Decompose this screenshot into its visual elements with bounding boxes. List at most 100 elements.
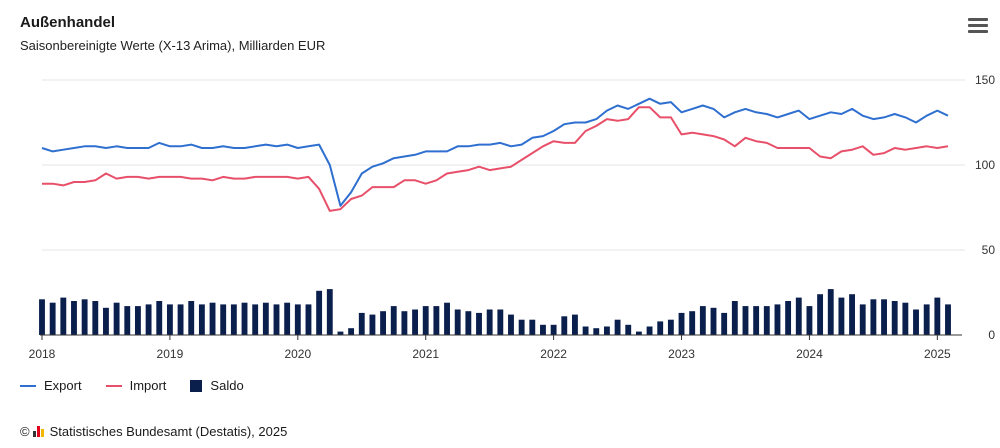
saldo-bar xyxy=(572,314,578,335)
saldo-bar xyxy=(742,306,749,335)
saldo-bar xyxy=(241,302,248,335)
saldo-bar xyxy=(60,297,67,335)
saldo-bar xyxy=(326,289,333,335)
saldo-bar xyxy=(582,326,589,335)
saldo-bar xyxy=(49,302,56,335)
export-series-line xyxy=(41,97,949,207)
saldo-bar xyxy=(177,304,184,335)
x-tick-label: 2025 xyxy=(924,347,951,361)
saldo-bar xyxy=(252,304,259,335)
saldo-bar xyxy=(731,301,738,335)
legend-item-export[interactable]: Export xyxy=(20,378,82,393)
saldo-bar xyxy=(721,312,728,335)
x-tick-label: 2022 xyxy=(540,347,567,361)
chart-title: Außenhandel xyxy=(20,14,116,31)
legend-swatch-export xyxy=(20,384,36,387)
saldo-bar xyxy=(763,306,770,335)
y-tick-label: 150 xyxy=(975,73,995,87)
legend-label-import: Import xyxy=(129,378,167,393)
saldo-bar xyxy=(540,324,546,335)
x-tick-label: 2019 xyxy=(157,347,184,361)
saldo-bar xyxy=(827,289,834,335)
saldo-bar xyxy=(220,304,227,335)
saldo-bar xyxy=(678,312,685,335)
hamburger-menu-icon[interactable] xyxy=(968,18,988,34)
saldo-bar xyxy=(337,331,344,335)
saldo-bar xyxy=(145,304,152,335)
saldo-bar xyxy=(230,304,237,335)
chart-legend: Export Import Saldo xyxy=(20,378,268,393)
saldo-bar xyxy=(891,301,898,335)
legend-item-saldo[interactable]: Saldo xyxy=(190,378,244,393)
y-tick-label: 100 xyxy=(975,158,995,172)
saldo-bar xyxy=(294,304,301,335)
saldo-bar xyxy=(870,299,877,335)
saldo-bar xyxy=(316,290,323,335)
saldo-bar xyxy=(134,306,141,335)
saldo-bar xyxy=(859,304,866,335)
saldo-bar xyxy=(849,294,856,335)
saldo-bar xyxy=(806,306,813,335)
saldo-bar xyxy=(401,311,408,335)
y-tick-label: 0 xyxy=(988,328,995,342)
saldo-bar xyxy=(358,312,365,335)
y-tick-label: 50 xyxy=(982,243,996,257)
saldo-bar xyxy=(785,301,792,335)
saldo-bar xyxy=(444,302,450,335)
saldo-bar xyxy=(710,307,717,335)
saldo-bar xyxy=(39,299,45,335)
saldo-bar xyxy=(188,301,195,335)
saldo-bar xyxy=(284,302,291,335)
saldo-bar xyxy=(92,301,99,335)
saldo-bar xyxy=(166,304,173,335)
destatis-logo-icon xyxy=(32,426,45,437)
legend-label-export: Export xyxy=(44,378,82,393)
saldo-bar xyxy=(486,309,493,335)
saldo-bar xyxy=(614,319,621,335)
saldo-bar xyxy=(667,319,674,335)
saldo-bar xyxy=(81,299,88,335)
saldo-bar xyxy=(657,321,664,335)
saldo-bar xyxy=(71,301,77,335)
saldo-bar xyxy=(817,294,824,335)
chart-area: 2018 2019 2020 2021 2022 2023 2024 2025 0 50 100 1… xyxy=(29,73,996,361)
saldo-bar xyxy=(646,326,653,335)
menu-bar xyxy=(968,18,988,21)
legend-item-import[interactable]: Import xyxy=(105,378,167,393)
saldo-bar xyxy=(561,316,568,335)
saldo-bar xyxy=(635,331,642,335)
saldo-bar xyxy=(923,304,930,335)
saldo-bar xyxy=(774,304,781,335)
saldo-bar xyxy=(433,306,440,335)
copyright-symbol: © xyxy=(20,424,30,439)
saldo-bar xyxy=(465,311,472,335)
x-tick-label: 2023 xyxy=(668,347,695,361)
saldo-bar xyxy=(454,309,461,335)
saldo-bar xyxy=(380,311,387,335)
saldo-bar xyxy=(476,312,482,335)
saldo-bar xyxy=(529,319,536,335)
saldo-bar xyxy=(593,328,600,335)
x-tick-label: 2021 xyxy=(412,347,439,361)
menu-bar xyxy=(968,30,988,33)
saldo-bar xyxy=(753,306,760,335)
saldo-bar xyxy=(881,299,887,335)
import-series-line xyxy=(42,106,949,212)
saldo-bar xyxy=(156,301,163,335)
saldo-bar xyxy=(508,314,514,335)
saldo-bar xyxy=(518,319,525,335)
saldo-bar xyxy=(699,306,706,335)
saldo-bar xyxy=(198,304,205,335)
saldo-bar xyxy=(550,324,557,335)
saldo-bar xyxy=(273,304,280,335)
saldo-bar xyxy=(795,297,802,335)
legend-label-saldo: Saldo xyxy=(210,378,244,393)
saldo-bar xyxy=(689,311,696,335)
saldo-bar xyxy=(369,314,376,335)
saldo-bar xyxy=(412,309,418,335)
saldo-bar xyxy=(390,306,397,335)
saldo-bar xyxy=(934,297,941,335)
legend-swatch-import xyxy=(105,384,122,387)
saldo-bar xyxy=(113,302,120,335)
saldo-bar xyxy=(103,307,109,335)
